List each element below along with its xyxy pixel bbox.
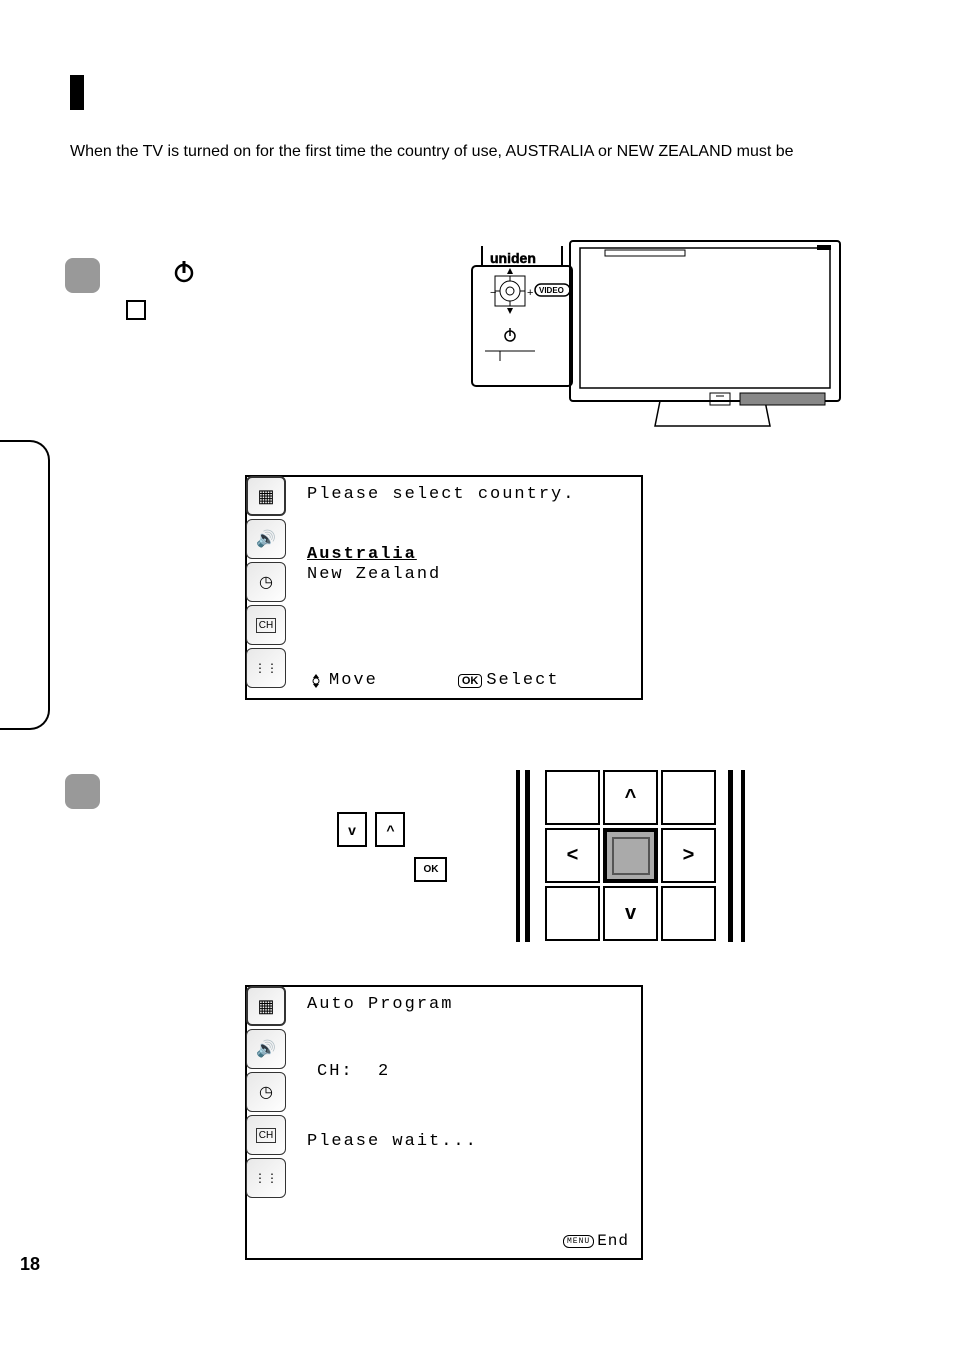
- move-hint: Move: [307, 671, 378, 690]
- dpad-blank: [661, 886, 716, 941]
- menu-icon-channel: CH: [246, 1115, 286, 1155]
- country-option-australia[interactable]: Australia: [307, 545, 417, 564]
- power-icon: [173, 260, 195, 284]
- wait-text: Please wait...: [307, 1132, 478, 1151]
- menu-icon-timer: ◷: [246, 562, 286, 602]
- menu-icon-timer: ◷: [246, 1072, 286, 1112]
- menu-icon-picture: ▦: [246, 476, 286, 516]
- svg-text:uniden: uniden: [490, 250, 536, 266]
- dpad-right[interactable]: >: [661, 828, 716, 883]
- svg-text:+: +: [527, 287, 533, 299]
- menu-icon-setup: ⋮⋮: [246, 1158, 286, 1198]
- dpad-left[interactable]: <: [545, 828, 600, 883]
- step-2-box: [65, 774, 100, 809]
- menu-icon-channel: CH: [246, 605, 286, 645]
- end-hint: MENU End: [563, 1232, 629, 1250]
- checkbox-icon: [126, 300, 146, 320]
- menu-tag-icon: MENU: [563, 1235, 594, 1248]
- dpad-up[interactable]: ^: [603, 770, 658, 825]
- dpad-blank: [545, 770, 600, 825]
- menu-icon-picture: ▦: [246, 986, 286, 1026]
- dpad-rail: [741, 770, 745, 942]
- ok-button[interactable]: OK: [414, 857, 447, 882]
- up-button[interactable]: ^: [375, 812, 405, 847]
- auto-program-menu: ▦ 🔊 ◷ CH ⋮⋮ Auto Program CH: 2 Please wa…: [245, 985, 643, 1260]
- page-marker: [70, 75, 84, 110]
- down-button[interactable]: v: [337, 812, 367, 847]
- country-select-menu: ▦ 🔊 ◷ CH ⋮⋮ Please select country. Austr…: [245, 475, 643, 700]
- menu-title: Auto Program: [307, 995, 453, 1014]
- country-option-newzealand[interactable]: New Zealand: [307, 565, 441, 584]
- channel-label: CH: 2: [317, 1062, 390, 1081]
- svg-text:−: −: [490, 287, 496, 299]
- menu-icon-sound: 🔊: [246, 1029, 286, 1069]
- menu-title: Please select country.: [307, 485, 575, 504]
- dpad-rail: [516, 770, 520, 942]
- dpad-down[interactable]: v: [603, 886, 658, 941]
- page-number: 18: [20, 1254, 40, 1275]
- ok-icon: OK: [458, 674, 483, 688]
- menu-icon-setup: ⋮⋮: [246, 648, 286, 688]
- dpad-rail: [525, 770, 530, 942]
- menu-footer: Move OK Select: [307, 671, 626, 690]
- dpad-blank: [661, 770, 716, 825]
- menu-icon-sound: 🔊: [246, 519, 286, 559]
- menu-icons-column: ▦ 🔊 ◷ CH ⋮⋮: [246, 476, 291, 691]
- arrow-buttons-group: v ^ OK: [335, 810, 447, 882]
- intro-text: When the TV is turned on for the first t…: [70, 143, 794, 161]
- move-arrows-icon: [307, 673, 325, 689]
- side-tab: [0, 440, 50, 730]
- select-hint: OK Select: [458, 671, 560, 690]
- svg-text:VIDEO: VIDEO: [539, 286, 564, 295]
- dpad-rail: [728, 770, 733, 942]
- dpad-center[interactable]: [603, 828, 658, 883]
- tv-diagram: uniden − + VIDEO: [470, 236, 870, 436]
- dpad-blank: [545, 886, 600, 941]
- step-1-box: [65, 258, 100, 293]
- remote-dpad: ^ < > v: [545, 770, 716, 941]
- menu-icons-column: ▦ 🔊 ◷ CH ⋮⋮: [246, 986, 291, 1201]
